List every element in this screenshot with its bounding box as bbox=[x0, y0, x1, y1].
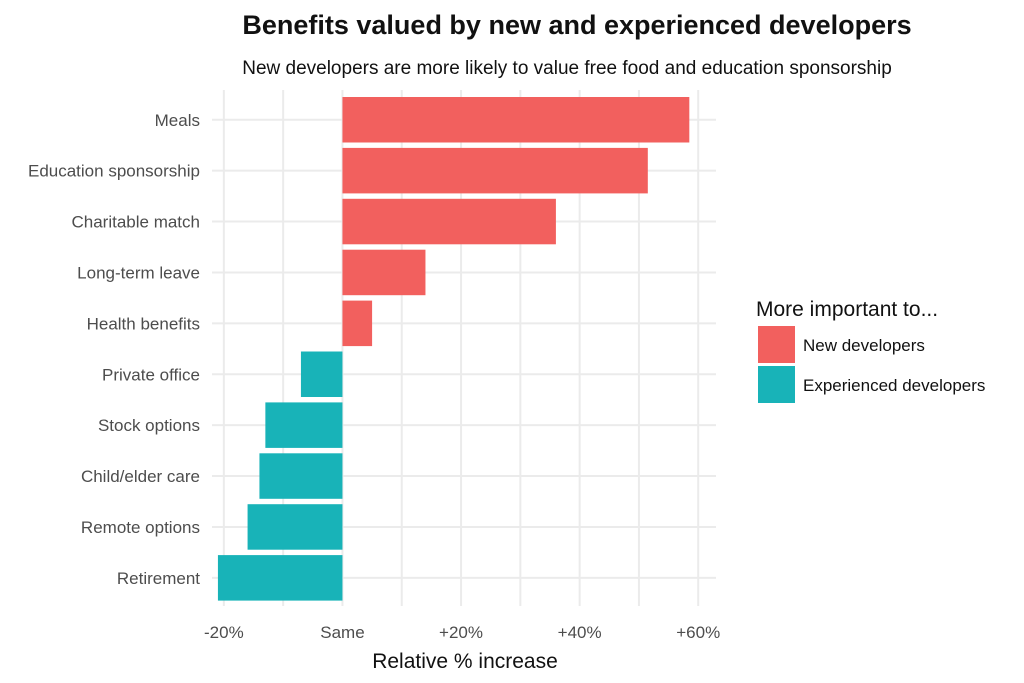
category-label: Health benefits bbox=[87, 314, 200, 333]
x-tick-label: +40% bbox=[558, 623, 602, 642]
chart-title: Benefits valued by new and experienced d… bbox=[242, 10, 911, 40]
bar bbox=[265, 402, 343, 448]
legend-label: Experienced developers bbox=[803, 376, 985, 395]
x-axis-title: Relative % increase bbox=[372, 650, 558, 673]
category-labels: Meals Education sponsorship Charitable mat… bbox=[28, 111, 200, 588]
bar bbox=[217, 555, 343, 601]
category-label: Child/elder care bbox=[81, 467, 200, 486]
x-tick-label: +60% bbox=[676, 623, 720, 642]
category-label: Remote options bbox=[81, 518, 200, 537]
category-label: Stock options bbox=[98, 416, 200, 435]
legend-swatch bbox=[758, 366, 795, 403]
category-label: Long-term leave bbox=[77, 263, 200, 282]
x-tick-label: Same bbox=[320, 623, 364, 642]
x-tick-labels: -20% Same +20% +40% +60% bbox=[204, 623, 720, 642]
bar bbox=[342, 198, 556, 245]
chart-subtitle: New developers are more likely to value … bbox=[242, 58, 892, 79]
category-label: Charitable match bbox=[71, 213, 200, 232]
bar bbox=[342, 249, 426, 296]
bars bbox=[217, 97, 690, 601]
category-label: Private office bbox=[102, 365, 200, 384]
bar bbox=[342, 97, 690, 143]
category-label: Retirement bbox=[117, 569, 200, 588]
bar bbox=[342, 300, 373, 347]
bar bbox=[300, 351, 343, 397]
x-tick-label: -20% bbox=[204, 623, 244, 642]
category-label: Meals bbox=[155, 111, 200, 130]
bar bbox=[247, 504, 343, 550]
legend-label: New developers bbox=[803, 336, 925, 355]
legend-title: More important to... bbox=[756, 298, 938, 321]
bar bbox=[259, 453, 343, 499]
legend: More important to... New developers Exper… bbox=[756, 298, 985, 403]
bar bbox=[342, 147, 648, 194]
x-tick-label: +20% bbox=[439, 623, 483, 642]
category-label: Education sponsorship bbox=[28, 162, 200, 181]
legend-swatch bbox=[758, 326, 795, 363]
